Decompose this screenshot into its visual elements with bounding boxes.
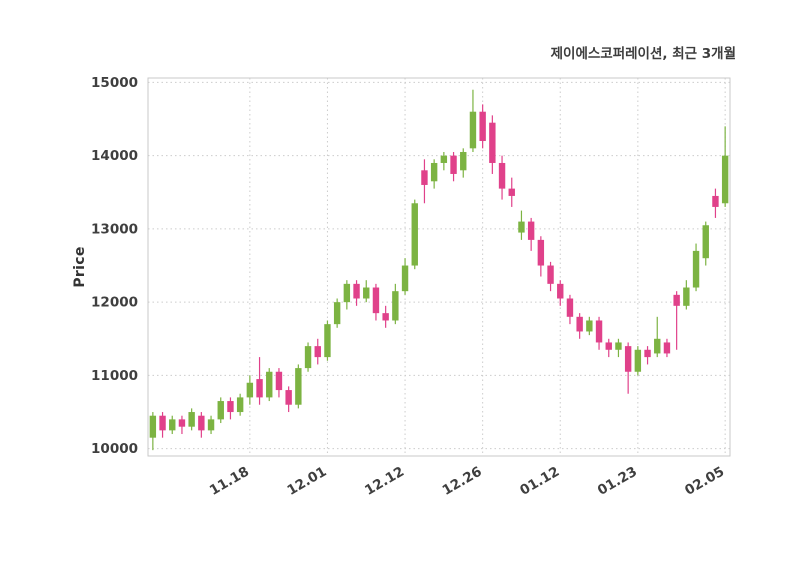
x-tick-label: 02.05 bbox=[682, 464, 727, 499]
candle-down bbox=[663, 342, 671, 354]
candle-down bbox=[673, 294, 680, 306]
y-tick-label: 11000 bbox=[91, 368, 138, 384]
candle-down bbox=[537, 239, 545, 266]
candle-down bbox=[285, 390, 292, 405]
candle-down bbox=[314, 346, 321, 358]
candle-down bbox=[624, 346, 632, 372]
candle-down bbox=[595, 320, 603, 343]
candle-down bbox=[256, 379, 263, 398]
x-tick-label: 12.26 bbox=[440, 464, 485, 499]
candle-up bbox=[149, 415, 157, 438]
candle-down bbox=[159, 415, 166, 431]
candle-up bbox=[460, 151, 467, 171]
x-tick-label: 11.18 bbox=[207, 464, 252, 499]
candle-up bbox=[469, 111, 477, 149]
y-tick-label: 10000 bbox=[91, 441, 138, 457]
candle-down bbox=[450, 155, 457, 174]
candle-up bbox=[411, 203, 418, 266]
candle-down bbox=[353, 283, 360, 299]
y-tick-label: 15000 bbox=[91, 75, 138, 91]
candle-up bbox=[702, 225, 709, 259]
candle-up bbox=[246, 382, 254, 398]
candle-down bbox=[227, 401, 234, 413]
candle-up bbox=[634, 349, 642, 372]
candle-down bbox=[479, 111, 486, 141]
candle-down bbox=[508, 188, 515, 196]
candle-up bbox=[188, 412, 195, 427]
x-tick-label: 01.12 bbox=[517, 464, 562, 499]
candle-down bbox=[489, 122, 496, 163]
x-tick-label: 12.12 bbox=[362, 464, 407, 499]
x-tick-label: 01.23 bbox=[595, 464, 640, 499]
candle-down bbox=[527, 221, 535, 240]
candle-down bbox=[605, 342, 612, 350]
candle-down bbox=[498, 162, 506, 189]
candle-down bbox=[557, 283, 564, 299]
candle-up bbox=[401, 265, 409, 292]
candle-up bbox=[343, 283, 351, 303]
candle-down bbox=[198, 415, 205, 431]
candle-up bbox=[266, 371, 273, 398]
candle-down bbox=[178, 419, 186, 427]
candle-up bbox=[440, 155, 448, 163]
candle-up bbox=[392, 291, 399, 321]
candle-up bbox=[683, 287, 690, 306]
candle-up bbox=[430, 162, 438, 182]
candle-down bbox=[644, 349, 651, 358]
candle-up bbox=[518, 221, 525, 233]
candle-up bbox=[169, 419, 176, 431]
candle-up bbox=[295, 368, 302, 405]
candle-up bbox=[721, 155, 729, 204]
candle-up bbox=[615, 342, 622, 350]
candle-up bbox=[304, 346, 312, 369]
candle-up bbox=[692, 250, 700, 288]
y-tick-label: 13000 bbox=[91, 221, 138, 237]
candle-up bbox=[333, 302, 341, 325]
candle-down bbox=[547, 265, 554, 284]
candle-down bbox=[576, 316, 583, 332]
candle-up bbox=[654, 338, 661, 354]
candle-up bbox=[586, 320, 593, 332]
candle-down bbox=[421, 170, 428, 185]
candle-down bbox=[382, 313, 389, 321]
candle-up bbox=[207, 419, 215, 431]
candle-down bbox=[372, 287, 380, 314]
candle-down bbox=[712, 195, 719, 207]
chart-title: 제이에스코퍼레이션, 최근 3개월 bbox=[550, 46, 736, 62]
candle-up bbox=[363, 287, 370, 299]
candle-up bbox=[217, 401, 224, 420]
y-tick-label: 12000 bbox=[91, 295, 138, 311]
x-tick-label: 12.01 bbox=[284, 464, 329, 499]
candle-up bbox=[324, 324, 331, 358]
y-tick-label: 14000 bbox=[91, 148, 138, 164]
candle-up bbox=[236, 397, 244, 413]
candle-down bbox=[275, 371, 283, 391]
candle-down bbox=[566, 298, 574, 317]
